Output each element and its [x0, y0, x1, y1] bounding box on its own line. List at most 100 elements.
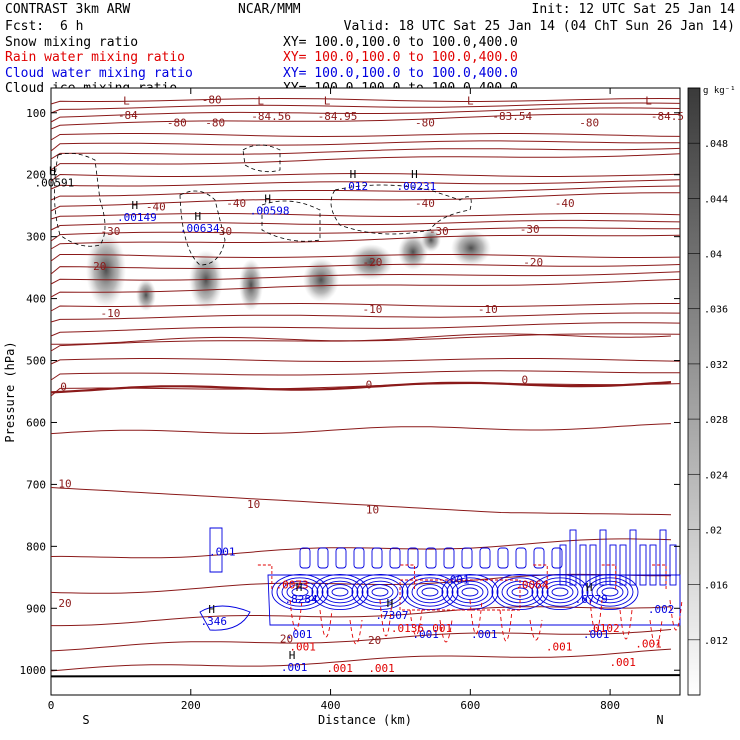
rain-water-contour — [649, 619, 663, 647]
cloud-ice-contour — [179, 190, 226, 266]
isotherm-label: -80 — [202, 93, 222, 106]
snow-shade-blob — [239, 259, 263, 311]
isotherm-label: -10 — [478, 303, 498, 316]
rain-water-contour — [379, 599, 393, 637]
extremum-value: .00149 — [117, 211, 157, 224]
high-marker: H — [296, 581, 303, 594]
isotherm-line — [50, 263, 681, 275]
colorbar-tick-label: .044 — [704, 194, 728, 205]
colorbar-tick-label: .032 — [704, 360, 728, 371]
field-name: Snow mixing ratio — [5, 35, 138, 50]
colorbar-tick-label: .024 — [704, 470, 728, 481]
isotherm-label: 10 — [247, 498, 260, 511]
isotherm-line — [51, 333, 672, 345]
isotherm-label: -84.5 — [651, 110, 684, 123]
colorbar-tick-label: .016 — [704, 581, 728, 592]
isotherm-line — [50, 140, 681, 152]
cloud-water-contour — [579, 544, 587, 586]
field-xy: XY= 100.0,100.0 to 100.0,400.0 — [283, 35, 518, 50]
snow-shade-blob — [136, 279, 156, 311]
cloud-water-contour — [317, 547, 329, 569]
colorbar-tick-label: .02 — [704, 525, 722, 536]
isotherm-label: -83.54 — [492, 110, 532, 123]
rain-water-label: .001 — [546, 640, 573, 653]
cloud-water-contour — [276, 577, 324, 607]
cloud-water-contour — [569, 529, 577, 586]
rain-water-label: .0073 — [276, 578, 309, 591]
colorbar-tick-label: .012 — [704, 636, 728, 647]
rain-water-contour — [409, 609, 423, 636]
snow-shade-blob — [451, 230, 491, 266]
high-marker: H — [387, 597, 394, 610]
isotherm-line — [50, 219, 681, 231]
isotherm-label: -10 — [100, 307, 120, 320]
rain-water-contour — [669, 599, 683, 631]
surface-line — [50, 674, 681, 678]
cloud-water-label: .001 — [583, 628, 610, 641]
x-tick-label: 800 — [600, 699, 620, 712]
field-xy: XY= 100.0,100.0 to 100.0,400.0 — [283, 50, 518, 65]
colorbar-tick-label: .04 — [704, 250, 722, 261]
snow-shade-blob — [86, 232, 126, 308]
extremum-value: .6779 — [575, 593, 608, 606]
fcst-value: 6 h — [60, 19, 83, 34]
cloud-water-contour — [479, 547, 491, 569]
cloud-water-contour — [389, 547, 401, 569]
rain-water-contour — [400, 564, 415, 590]
isotherm-label: -84.56 — [251, 110, 291, 123]
cloud-water-contour — [356, 577, 404, 607]
extremum-value: .00591 — [35, 177, 75, 190]
y-axis-title: Pressure (hPa) — [3, 341, 17, 442]
cloud-water-contour — [326, 584, 354, 600]
isotherm-line — [50, 382, 681, 397]
cloud-water-contour — [281, 580, 319, 604]
rain-water-contour — [439, 619, 453, 643]
high-marker: H — [289, 649, 296, 662]
isotherm-line — [50, 227, 680, 242]
cloud-water-contour — [551, 547, 563, 569]
rain-water-contour — [469, 599, 483, 635]
colorbar-unit: g kg⁻¹ — [703, 86, 736, 96]
isotherm-label: -84.95 — [318, 110, 358, 123]
isotherm-line — [50, 312, 681, 323]
rain-water-contour — [257, 564, 273, 590]
snow-shade-blob — [398, 234, 428, 270]
cloud-water-label: .001 — [209, 546, 236, 559]
y-tick-label: 800 — [26, 540, 46, 553]
cloud-water-contour — [497, 547, 509, 569]
isotherm-line — [50, 185, 681, 201]
isotherm-line — [51, 606, 672, 627]
cloud-ice-contour — [54, 152, 106, 247]
cloud-water-contour — [515, 547, 527, 569]
rain-water-label: .0136 — [391, 622, 424, 635]
cloud-ice-contours — [54, 144, 472, 266]
cloud-water-contour — [199, 605, 251, 631]
rain-water-contours — [257, 564, 683, 647]
isotherm-label: -30 — [212, 225, 232, 238]
rain-water-contour — [601, 564, 617, 590]
temperature-contours — [50, 97, 681, 678]
colorbar-tick-label: .028 — [704, 415, 728, 426]
extremum-value: .346 — [200, 615, 227, 628]
y-tick-label: 200 — [26, 169, 46, 182]
isotherm-line — [50, 322, 681, 337]
cloud-water-contour — [461, 547, 473, 569]
isotherm-label: 0 — [366, 378, 373, 391]
rain-water-label: .001 — [426, 622, 453, 635]
isotherm-line — [50, 302, 680, 312]
isotherm-label: -80 — [415, 116, 435, 129]
x-tick-label: 0 — [48, 699, 55, 712]
field-name: Rain water mixing ratio — [5, 50, 185, 65]
cloud-water-contour — [411, 580, 449, 604]
cloud-water-contour — [316, 577, 364, 607]
isotherm-label: -20 — [363, 256, 383, 269]
isotherm-line — [50, 147, 681, 160]
cloud-water-contour — [351, 573, 409, 611]
cloud-water-contour — [407, 547, 419, 569]
low-marker: L — [467, 95, 474, 108]
cloud-water-contour — [533, 547, 545, 569]
isotherm-label: -40 — [415, 197, 435, 210]
cloud-water-contour — [619, 544, 627, 586]
cloud-water-contour — [311, 573, 369, 611]
x-tick-label: 400 — [321, 699, 341, 712]
